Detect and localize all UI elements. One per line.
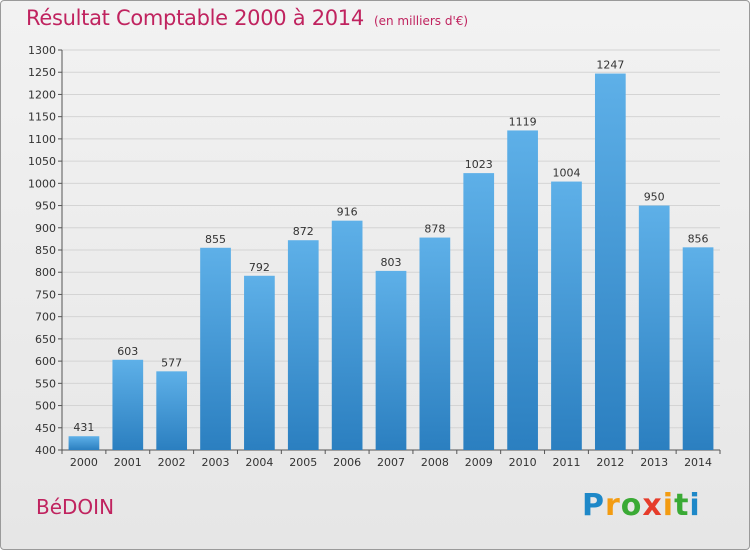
y-tick-label: 1050 <box>28 155 56 168</box>
data-label: 1023 <box>465 158 493 171</box>
chart-title-text: Résultat Comptable 2000 à 2014 <box>26 6 364 30</box>
bar <box>156 371 188 450</box>
y-tick-label: 900 <box>35 222 56 235</box>
data-label: 1119 <box>509 115 537 128</box>
x-tick-label: 2008 <box>421 456 449 469</box>
bar <box>200 247 231 450</box>
x-tick-label: 2003 <box>202 456 230 469</box>
data-label: 1004 <box>552 167 580 180</box>
data-label: 916 <box>337 206 358 219</box>
data-label: 1247 <box>596 59 624 72</box>
data-label: 431 <box>73 421 94 434</box>
x-tick-label: 2006 <box>333 456 361 469</box>
data-label: 950 <box>644 191 665 204</box>
x-tick-label: 2011 <box>552 456 580 469</box>
bar <box>331 220 363 450</box>
logo-letter: r <box>605 488 621 523</box>
bar <box>287 240 319 450</box>
chart-unit: (en milliers d'€) <box>373 14 469 28</box>
data-label: 855 <box>205 233 226 246</box>
x-tick-label: 2004 <box>245 456 273 469</box>
proxiti-logo[interactable]: Proxiti <box>582 488 701 523</box>
bar <box>112 359 144 450</box>
x-tick-label: 2010 <box>509 456 537 469</box>
y-tick-label: 1300 <box>28 44 56 57</box>
commune-name: BéDOIN <box>36 495 115 519</box>
y-tick-label: 700 <box>35 311 56 324</box>
x-tick-label: 2000 <box>70 456 98 469</box>
bar <box>375 270 407 450</box>
bar <box>68 436 100 450</box>
bar <box>551 181 582 451</box>
bar <box>244 275 275 450</box>
logo-letter: x <box>642 488 663 523</box>
bar <box>638 205 670 450</box>
y-tick-label: 1100 <box>28 133 56 146</box>
x-tick-label: 2007 <box>377 456 405 469</box>
data-label: 603 <box>117 345 138 358</box>
y-tick-label: 450 <box>35 422 56 435</box>
bar <box>594 73 626 451</box>
bar <box>507 130 538 450</box>
y-tick-label: 1200 <box>28 88 56 101</box>
x-tick-label: 2014 <box>684 456 712 469</box>
logo-letter: i <box>689 488 701 523</box>
x-tick-label: 2013 <box>640 456 668 469</box>
bar <box>419 237 451 450</box>
data-label: 792 <box>249 261 270 274</box>
y-tick-label: 600 <box>35 355 56 368</box>
logo-letter: o <box>620 488 643 523</box>
data-label: 803 <box>381 256 402 269</box>
y-tick-label: 1250 <box>28 66 56 79</box>
y-tick-label: 1150 <box>28 111 56 124</box>
y-tick-label: 400 <box>35 444 56 457</box>
y-tick-label: 500 <box>35 400 56 413</box>
y-tick-label: 750 <box>35 288 56 301</box>
x-tick-label: 2012 <box>596 456 624 469</box>
bars <box>68 73 714 451</box>
x-tick-label: 2009 <box>465 456 493 469</box>
data-label: 856 <box>688 232 709 245</box>
chart-title: Résultat Comptable 2000 à 2014 (en millie… <box>26 6 468 30</box>
logo-letter: i <box>662 488 675 523</box>
logo-letter: P <box>582 488 605 523</box>
data-label: 577 <box>161 356 182 369</box>
bar <box>682 247 714 450</box>
bar <box>463 173 495 450</box>
y-tick-label: 850 <box>35 244 56 257</box>
y-tick-label: 950 <box>35 200 56 213</box>
x-tick-label: 2005 <box>289 456 317 469</box>
x-tick-label: 2001 <box>114 456 142 469</box>
y-tick-label: 650 <box>35 333 56 346</box>
logo-letter: t <box>674 488 690 523</box>
y-tick-label: 800 <box>35 266 56 279</box>
x-tick-label: 2002 <box>158 456 186 469</box>
labels: 400 450 500 550 600 650 700 750 800 850 900 950 1000… <box>28 44 712 469</box>
y-tick-label: 550 <box>35 377 56 390</box>
data-label: 872 <box>293 225 314 238</box>
y-tick-label: 1000 <box>28 177 56 190</box>
data-label: 878 <box>424 223 445 236</box>
